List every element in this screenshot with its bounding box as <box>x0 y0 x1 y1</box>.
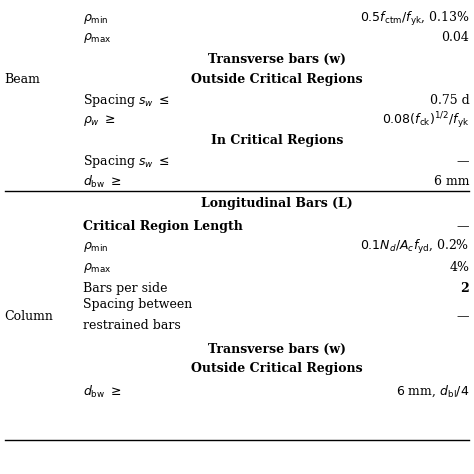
Text: $\rho_{\mathrm{max}}$: $\rho_{\mathrm{max}}$ <box>83 31 112 45</box>
Text: 0.75 d: 0.75 d <box>429 94 469 107</box>
Text: restrained bars: restrained bars <box>83 319 181 332</box>
Text: Longitudinal Bars (L): Longitudinal Bars (L) <box>201 197 353 210</box>
Text: In Critical Regions: In Critical Regions <box>211 134 344 147</box>
Text: $6$ mm, $d_{\mathrm{bl}}/4$: $6$ mm, $d_{\mathrm{bl}}/4$ <box>396 384 469 399</box>
Text: Outside Critical Regions: Outside Critical Regions <box>191 73 363 86</box>
Text: —: — <box>457 220 469 233</box>
Text: 0.04: 0.04 <box>441 31 469 45</box>
Text: Beam: Beam <box>5 73 41 86</box>
Text: Critical Region Length: Critical Region Length <box>83 220 243 233</box>
Text: $0.5f_{\mathrm{ctm}}/f_{\mathrm{yk}}$, 0.13%: $0.5f_{\mathrm{ctm}}/f_{\mathrm{yk}}$, 0… <box>360 10 469 28</box>
Text: —: — <box>457 155 469 168</box>
Text: 6 mm: 6 mm <box>434 175 469 188</box>
Text: Spacing $s_w$ $\leq$: Spacing $s_w$ $\leq$ <box>83 153 170 170</box>
Text: —: — <box>457 310 469 323</box>
Text: $0.1N_d/A_c f_{\mathrm{yd}}$, 0.2%: $0.1N_d/A_c f_{\mathrm{yd}}$, 0.2% <box>360 238 469 256</box>
Text: Transverse bars (w): Transverse bars (w) <box>208 343 346 356</box>
Text: 2: 2 <box>461 282 469 295</box>
Text: Outside Critical Regions: Outside Critical Regions <box>191 362 363 375</box>
Text: $\rho_{\mathrm{min}}$: $\rho_{\mathrm{min}}$ <box>83 12 109 26</box>
Text: Spacing between: Spacing between <box>83 298 192 311</box>
Text: $\rho_{\mathrm{min}}$: $\rho_{\mathrm{min}}$ <box>83 240 109 255</box>
Text: 4%: 4% <box>449 261 469 274</box>
Text: $\rho_{\mathrm{max}}$: $\rho_{\mathrm{max}}$ <box>83 261 112 275</box>
Text: Bars per side: Bars per side <box>83 282 167 295</box>
Text: $d_{\mathrm{bw}}$ $\geq$: $d_{\mathrm{bw}}$ $\geq$ <box>83 173 121 190</box>
Text: Transverse bars (w): Transverse bars (w) <box>208 53 346 66</box>
Text: Column: Column <box>5 310 54 323</box>
Text: $\rho_w$ $\geq$: $\rho_w$ $\geq$ <box>83 113 116 128</box>
Text: Spacing $s_w$ $\leq$: Spacing $s_w$ $\leq$ <box>83 92 170 109</box>
Text: $0.08(f_{\mathrm{ck}})^{1/2}/f_{\mathrm{yk}}$: $0.08(f_{\mathrm{ck}})^{1/2}/f_{\mathrm{… <box>382 110 469 131</box>
Text: $d_{\mathrm{bw}}$ $\geq$: $d_{\mathrm{bw}}$ $\geq$ <box>83 383 121 400</box>
